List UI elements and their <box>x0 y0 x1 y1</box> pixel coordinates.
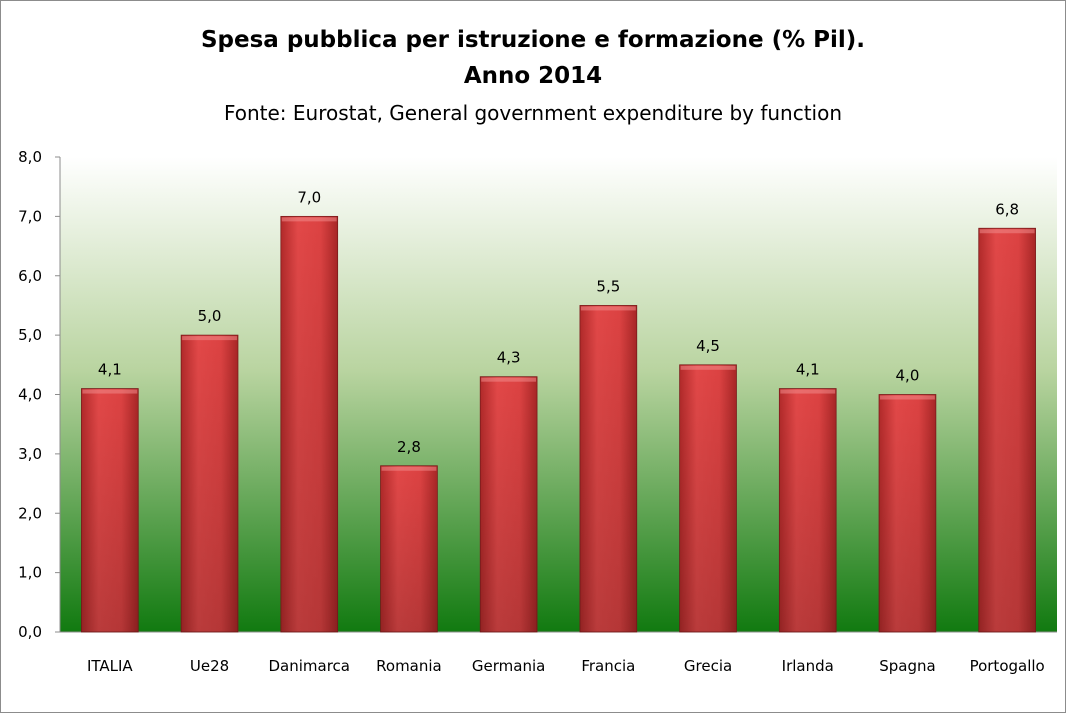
data-label: 5,5 <box>596 277 620 295</box>
y-tick-label: 2,0 <box>18 504 42 522</box>
bar-shade <box>779 388 837 632</box>
x-tick-label: ITALIA <box>87 657 133 675</box>
y-tick-label: 4,0 <box>18 386 42 404</box>
bar-highlight <box>780 389 836 394</box>
bar-grecia <box>679 364 737 633</box>
bar-shade <box>280 216 338 632</box>
bar-italia <box>81 388 139 633</box>
x-tick-label: Irlanda <box>782 657 834 675</box>
bar-shade <box>679 364 737 632</box>
chart-title: Spesa pubblica per istruzione e formazio… <box>200 27 866 53</box>
x-tick-label: Germania <box>472 657 545 675</box>
bar-shade <box>380 465 438 632</box>
x-tick-label: Danimarca <box>269 657 351 675</box>
data-label: 7,0 <box>297 188 321 206</box>
y-tick-label: 1,0 <box>18 564 42 582</box>
bar-highlight <box>182 336 237 341</box>
bar-highlight <box>82 389 138 394</box>
x-tick-label: Grecia <box>684 657 732 675</box>
y-tick-label: 3,0 <box>18 445 42 463</box>
x-tick-label: Spagna <box>879 657 935 675</box>
bar-shade <box>81 388 139 632</box>
bar-romania <box>380 465 438 633</box>
x-tick-label: Francia <box>581 657 635 675</box>
data-label: 4,0 <box>896 367 920 385</box>
y-tick-label: 6,0 <box>18 267 42 285</box>
bar-portogallo <box>978 227 1036 633</box>
data-label: 4,1 <box>796 361 820 379</box>
bar-germania <box>479 376 538 633</box>
bar-highlight <box>580 306 636 311</box>
data-label: 5,0 <box>198 307 222 325</box>
y-tick-label: 5,0 <box>18 326 42 344</box>
bar-highlight <box>281 217 337 222</box>
y-tick-label: 8,0 <box>18 148 42 166</box>
bar-highlight <box>880 395 935 400</box>
x-tick-label: Portogallo <box>970 657 1045 675</box>
data-label: 4,3 <box>497 349 521 367</box>
bar-shade <box>480 376 538 632</box>
data-label: 4,1 <box>98 361 122 379</box>
bar-francia <box>579 305 638 633</box>
bar-irlanda <box>778 388 837 633</box>
data-label: 2,8 <box>397 438 421 456</box>
bars: 4,1 5,0 7,0 2,8 4,3 5,5 4,5 4,1 4,0 6,8 <box>81 188 1036 633</box>
bar-shade <box>181 335 238 632</box>
x-tick-label: Romania <box>376 657 442 675</box>
bar-ue28 <box>180 334 239 633</box>
bar-highlight <box>979 229 1035 234</box>
chart-title-year: Anno 2014 <box>463 63 603 89</box>
y-tick-label: 7,0 <box>18 207 42 225</box>
bar-shade <box>978 228 1036 632</box>
bar-shade <box>879 394 936 632</box>
x-axis-labels: ITALIA Ue28 Danimarca Romania Germania Franci… <box>87 657 1045 675</box>
bar-highlight <box>381 466 437 471</box>
bar-spagna <box>878 394 937 633</box>
chart-subtitle: Fonte: Eurostat, General government expe… <box>223 101 843 125</box>
data-label: 4,5 <box>696 337 720 355</box>
bar-shade <box>579 305 637 632</box>
data-label: 6,8 <box>995 200 1019 218</box>
bar-highlight <box>680 365 736 370</box>
bar-highlight <box>481 377 537 382</box>
x-tick-label: Ue28 <box>190 657 229 675</box>
bar-danimarca <box>280 215 339 633</box>
y-tick-label: 0,0 <box>18 623 42 641</box>
